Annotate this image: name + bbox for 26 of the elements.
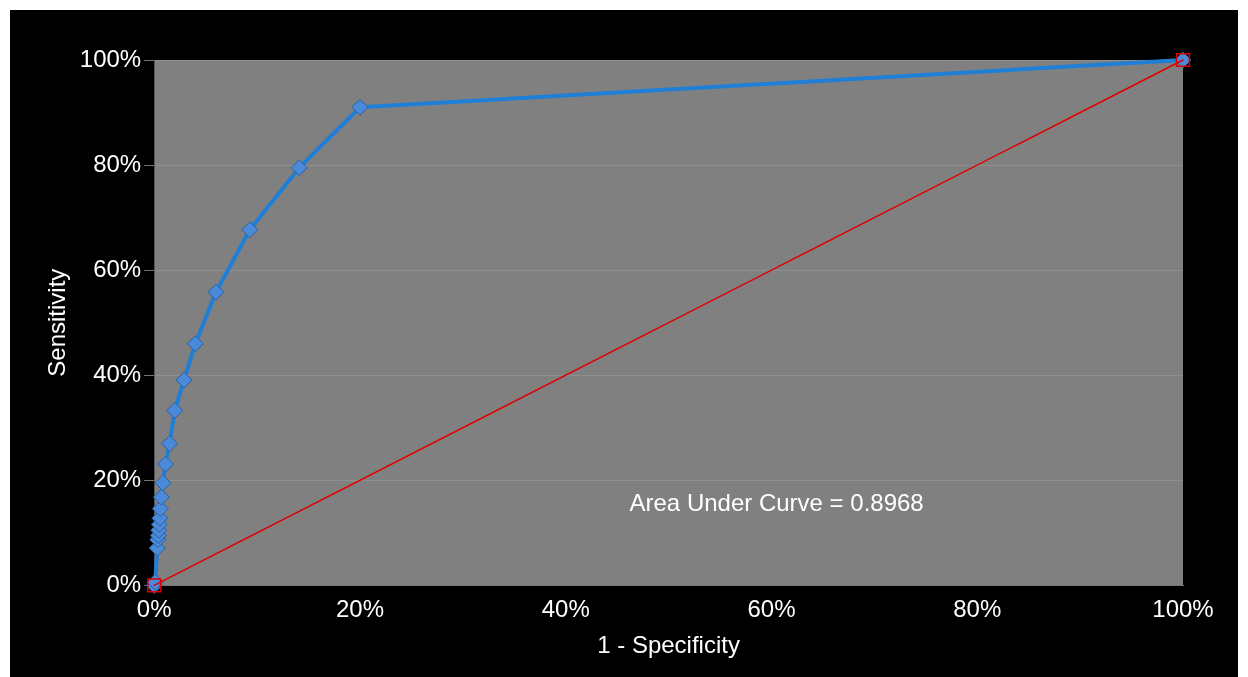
x-tick-label: 0%	[136, 595, 172, 623]
y-tick-label: 100%	[79, 44, 142, 72]
x-tick-label: 80%	[953, 595, 1002, 623]
point	[154, 474, 172, 492]
point	[186, 335, 204, 353]
point	[152, 488, 170, 506]
point	[166, 401, 184, 419]
point	[207, 283, 225, 301]
y-tick-label: 60%	[93, 254, 142, 282]
x-tick-label: 100%	[1152, 595, 1214, 623]
point	[161, 435, 179, 453]
y-tick-label: 20%	[93, 464, 142, 492]
x-axis-title: 1 - Specificity	[597, 631, 740, 659]
y-tick-label: 40%	[93, 359, 142, 387]
y-tick-label: 0%	[106, 570, 142, 598]
point	[351, 98, 369, 116]
annotation: Area Under Curve = 0.8968	[629, 488, 924, 516]
point	[241, 221, 259, 239]
point	[157, 455, 174, 473]
x-tick-label: 60%	[747, 595, 796, 623]
point	[175, 371, 193, 389]
y-tick-label: 80%	[93, 149, 142, 177]
x-tick-label: 20%	[335, 595, 384, 623]
point	[290, 159, 308, 177]
y-axis-title: Sensitivity	[43, 268, 71, 377]
x-tick-label: 40%	[541, 595, 590, 623]
